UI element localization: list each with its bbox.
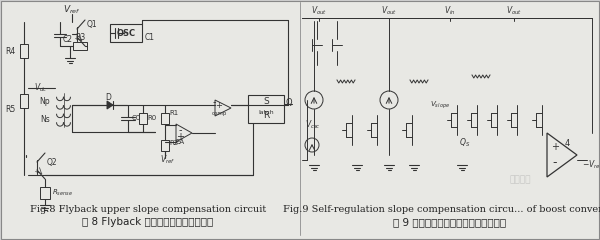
Text: $V_{out}$: $V_{out}$	[381, 5, 397, 17]
Text: -: -	[553, 156, 557, 169]
Text: 电源联明: 电源联明	[509, 175, 531, 185]
Text: $-V_{ref}$: $-V_{ref}$	[582, 159, 600, 171]
Text: C0: C0	[132, 115, 141, 121]
Text: +: +	[176, 132, 184, 142]
Text: comp: comp	[211, 110, 227, 115]
Text: R5: R5	[5, 106, 15, 114]
Text: R4: R4	[5, 47, 15, 55]
Text: 图 9 升压型转换器自调节斜坡补偿电路: 图 9 升压型转换器自调节斜坡补偿电路	[394, 217, 506, 227]
Circle shape	[380, 91, 398, 109]
Text: $V_{out}$: $V_{out}$	[506, 5, 522, 17]
Polygon shape	[215, 100, 231, 116]
Bar	[139, 113, 147, 124]
Text: $V_{csc}$: $V_{csc}$	[305, 119, 321, 131]
Text: R1: R1	[169, 110, 178, 116]
Text: $V_{out}$: $V_{out}$	[311, 5, 327, 17]
Bar	[20, 44, 28, 58]
Text: $R_{sense}$: $R_{sense}$	[52, 188, 73, 198]
Text: +: +	[551, 142, 559, 152]
Text: latch: latch	[258, 109, 274, 114]
Circle shape	[305, 138, 319, 152]
Circle shape	[305, 91, 323, 109]
Text: Q2: Q2	[47, 158, 58, 168]
Text: R0: R0	[147, 115, 156, 121]
Text: 图 8 Flyback 上斜坡补偶具体电路实现: 图 8 Flyback 上斜坡补偶具体电路实现	[82, 217, 214, 227]
Text: $V_{ref}$: $V_{ref}$	[63, 4, 81, 16]
Text: Fig.9 Self-regulation slope compensation circu... of boost converter: Fig.9 Self-regulation slope compensation…	[283, 205, 600, 215]
Text: $Q_S$: $Q_S$	[460, 137, 470, 149]
Text: $V_{ref}$: $V_{ref}$	[160, 154, 176, 166]
Text: EA: EA	[175, 139, 185, 145]
Bar	[161, 140, 169, 151]
Text: -: -	[178, 125, 182, 135]
Polygon shape	[176, 124, 192, 142]
Text: Q: Q	[286, 97, 293, 107]
Text: S: S	[263, 97, 269, 107]
Bar	[40, 187, 50, 199]
Text: C1: C1	[145, 32, 155, 42]
Text: Fig.8 Flyback upper slope compensation circuit: Fig.8 Flyback upper slope compensation c…	[30, 205, 266, 215]
Text: +: +	[215, 102, 223, 110]
Text: Q1: Q1	[87, 19, 98, 29]
Text: Ns: Ns	[40, 115, 50, 125]
Text: R: R	[263, 112, 269, 120]
Text: Np: Np	[40, 97, 50, 107]
Text: OSC: OSC	[116, 29, 136, 37]
Bar	[20, 94, 28, 108]
Text: 4: 4	[565, 138, 569, 148]
Bar	[161, 113, 169, 124]
Text: C2: C2	[63, 36, 73, 44]
Text: $V_{dc}$: $V_{dc}$	[34, 82, 47, 94]
Text: $V_{in}$: $V_{in}$	[444, 5, 456, 17]
Bar	[73, 42, 87, 50]
Bar	[110, 24, 142, 42]
Text: R3: R3	[75, 34, 85, 42]
Text: R2: R2	[169, 140, 178, 146]
Text: $V_{slope}$: $V_{slope}$	[430, 99, 450, 111]
Bar	[248, 95, 284, 123]
Text: -: -	[212, 97, 216, 107]
Text: D: D	[105, 94, 111, 102]
Polygon shape	[547, 133, 577, 177]
Polygon shape	[107, 101, 113, 109]
